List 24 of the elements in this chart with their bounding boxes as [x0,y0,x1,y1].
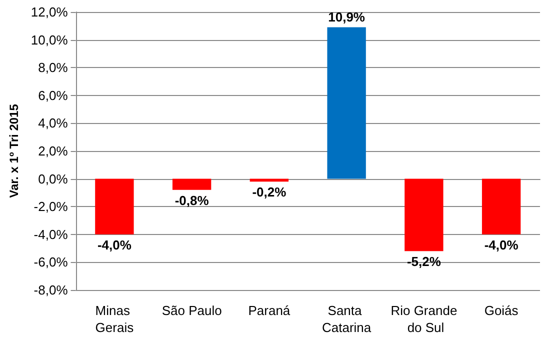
x-tick-label: Santa Catarina [322,303,372,335]
y-tick-label: -2,0% [34,199,68,214]
data-label: -0,2% [252,184,287,200]
y-axis-title: Var. x 1º Tri 2015 [7,104,21,198]
y-tick-label: -6,0% [34,254,68,270]
x-tick-label: São Paulo [162,303,222,318]
data-label: -4,0% [484,237,519,252]
data-label: -5,2% [406,254,442,270]
y-tick-label: -8,0% [34,282,68,298]
x-tick-label: Paraná [248,303,291,318]
x-tick-label: Minas Gerais [95,303,134,335]
x-tick-label: Goiás [484,303,519,318]
data-label: -4,0% [97,237,132,252]
data-label: 10,9% [328,9,366,24]
y-tick-label: 0,0% [38,171,68,186]
y-tick-label: 2,0% [38,144,68,158]
data-label: -0,8% [174,192,210,208]
y-tick-label: -4,0% [34,226,68,242]
y-tick-label: 6,0% [38,88,68,103]
y-tick-label: 4,0% [38,116,68,131]
y-tick-label: 10,0% [30,32,68,48]
y-tick-label: 8,0% [38,60,68,76]
y-tick-label: 12,0% [30,4,68,20]
x-tick-label: Rio Grande do Sul [390,303,458,335]
